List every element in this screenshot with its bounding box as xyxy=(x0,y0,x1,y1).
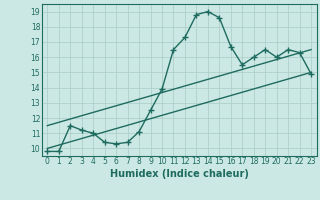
X-axis label: Humidex (Indice chaleur): Humidex (Indice chaleur) xyxy=(110,169,249,179)
